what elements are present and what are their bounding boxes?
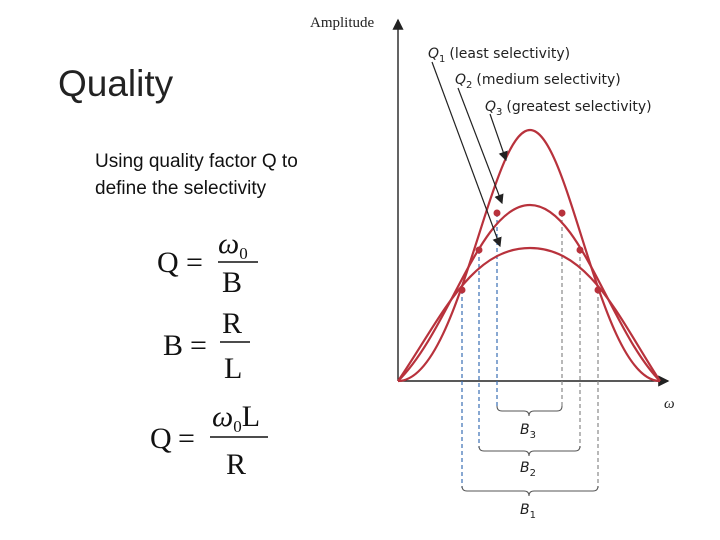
- body-text: Using quality factor Q to: [95, 151, 298, 172]
- formula: Q = ω0 B: [157, 227, 258, 299]
- half-power-point: [493, 209, 501, 217]
- curve-label: Q2 (medium selectivity): [455, 72, 621, 91]
- lhs: Q: [150, 422, 172, 455]
- symbol: ω: [212, 400, 233, 433]
- arrow: [489, 113, 508, 162]
- symbol: Q: [428, 46, 439, 62]
- subscript: 3: [530, 430, 536, 441]
- symbol: B: [520, 460, 530, 476]
- bandwidth-label: B1: [520, 502, 536, 521]
- numerator: ω0: [218, 227, 248, 263]
- equals: =: [186, 246, 203, 279]
- subscript: 2: [530, 468, 536, 479]
- bracket: [461, 485, 599, 497]
- numerator: ω0L: [212, 400, 260, 436]
- half-power-point: [594, 286, 602, 294]
- denominator: R: [226, 448, 246, 481]
- arrow: [431, 61, 502, 248]
- equals: =: [178, 422, 195, 455]
- subscript: 2: [466, 80, 472, 91]
- symbol: Q: [485, 99, 496, 115]
- subscript: 3: [496, 107, 502, 118]
- numerator: R: [222, 307, 242, 340]
- equals: =: [190, 329, 207, 362]
- curve: [397, 246, 661, 382]
- lhs: B: [163, 329, 183, 362]
- description: (medium selectivity): [476, 72, 620, 88]
- symbol: B: [520, 422, 530, 438]
- symbol: Q: [455, 72, 466, 88]
- formula: B = R L: [163, 307, 250, 385]
- curve-label: Q1 (least selectivity): [428, 46, 570, 65]
- y-axis-label: Amplitude: [310, 15, 375, 31]
- subscript: 0: [239, 244, 248, 263]
- bandwidth-label: B2: [520, 460, 536, 479]
- curve-label: Q3 (greatest selectivity): [485, 99, 652, 118]
- symbol: ω: [218, 227, 239, 260]
- symbol: R: [222, 307, 242, 340]
- denominator: B: [222, 266, 242, 299]
- bracket: [478, 445, 581, 457]
- description: (greatest selectivity): [506, 99, 651, 115]
- x-axis-label: ω: [664, 396, 675, 412]
- bracket: [496, 405, 563, 417]
- body-text: define the selectivity: [95, 178, 267, 199]
- half-power-point: [558, 209, 566, 217]
- subscript: 1: [439, 54, 445, 65]
- formula: Q = ω0L R: [150, 400, 268, 481]
- half-power-point: [458, 286, 466, 294]
- bandwidth-label: B3: [520, 422, 536, 441]
- description: (least selectivity): [449, 46, 570, 62]
- curve: [397, 203, 661, 382]
- subscript: 0: [233, 417, 242, 436]
- half-power-point: [475, 246, 483, 254]
- resonance-figure: Amplitude ω Q1 (least selectivity) Q2 (med…: [310, 15, 675, 521]
- subscript: 1: [530, 510, 536, 521]
- numerator-rest: L: [242, 400, 260, 433]
- symbol: B: [520, 502, 530, 518]
- slide-title: Quality: [58, 63, 174, 104]
- half-power-point: [576, 246, 584, 254]
- denominator: L: [224, 352, 242, 385]
- curve: [397, 128, 661, 383]
- lhs: Q: [157, 246, 179, 279]
- arrow: [457, 87, 504, 205]
